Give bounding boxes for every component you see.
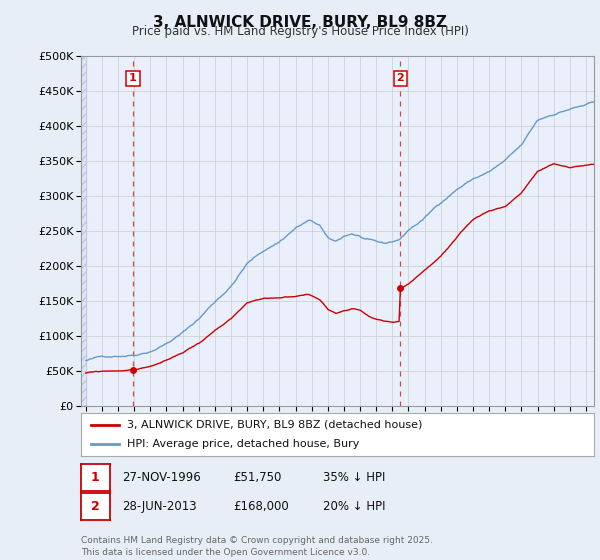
Text: Contains HM Land Registry data © Crown copyright and database right 2025.
This d: Contains HM Land Registry data © Crown c… — [81, 536, 433, 557]
Text: 2: 2 — [397, 73, 404, 83]
Text: £51,750: £51,750 — [233, 470, 281, 484]
Text: £168,000: £168,000 — [233, 500, 289, 514]
Text: 1: 1 — [91, 470, 100, 484]
Text: 27-NOV-1996: 27-NOV-1996 — [122, 470, 200, 484]
Text: 1: 1 — [129, 73, 137, 83]
Text: 2: 2 — [91, 500, 100, 514]
Text: 35% ↓ HPI: 35% ↓ HPI — [323, 470, 385, 484]
Text: 3, ALNWICK DRIVE, BURY, BL9 8BZ (detached house): 3, ALNWICK DRIVE, BURY, BL9 8BZ (detache… — [127, 420, 422, 430]
Text: 28-JUN-2013: 28-JUN-2013 — [122, 500, 196, 514]
Text: 20% ↓ HPI: 20% ↓ HPI — [323, 500, 385, 514]
Text: 3, ALNWICK DRIVE, BURY, BL9 8BZ: 3, ALNWICK DRIVE, BURY, BL9 8BZ — [153, 15, 447, 30]
Text: Price paid vs. HM Land Registry's House Price Index (HPI): Price paid vs. HM Land Registry's House … — [131, 25, 469, 38]
Text: HPI: Average price, detached house, Bury: HPI: Average price, detached house, Bury — [127, 439, 359, 449]
